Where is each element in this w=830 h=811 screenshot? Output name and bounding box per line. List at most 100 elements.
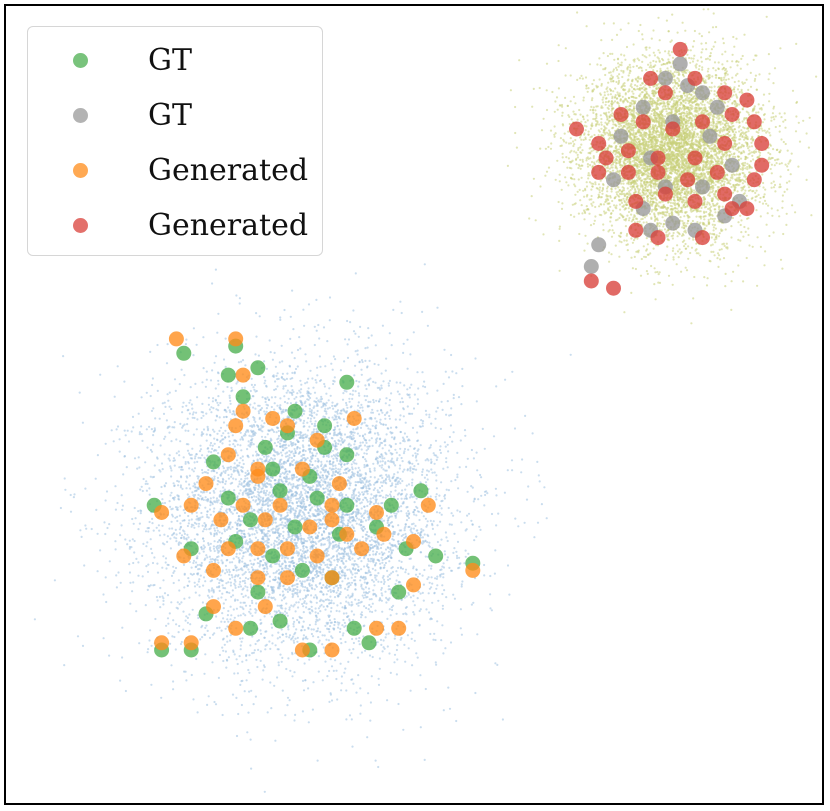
data-point — [250, 541, 266, 557]
legend-item-generated-orange: Generated — [28, 151, 322, 191]
data-point — [391, 620, 407, 636]
legend-swatch — [73, 108, 88, 123]
data-point — [354, 541, 370, 557]
data-point — [183, 635, 199, 651]
data-point — [657, 70, 673, 86]
data-point — [428, 548, 444, 564]
data-point — [280, 541, 295, 557]
data-point — [739, 201, 755, 217]
data-point — [346, 411, 362, 426]
data-point — [569, 121, 584, 137]
data-point — [406, 577, 421, 593]
data-point — [265, 548, 281, 564]
data-point — [383, 497, 399, 513]
legend-label: Generated — [148, 153, 309, 188]
data-point — [606, 172, 621, 188]
data-point — [272, 613, 288, 629]
plot-area: GT GT Generated Generated — [4, 4, 824, 805]
data-point — [695, 230, 710, 246]
data-point — [206, 454, 221, 470]
data-point — [294, 562, 310, 578]
data-point — [724, 201, 740, 217]
data-point — [620, 164, 636, 180]
data-point — [324, 570, 340, 586]
data-point — [339, 447, 355, 463]
data-point — [628, 222, 644, 238]
data-point — [606, 280, 621, 296]
data-point — [413, 483, 429, 499]
data-point — [709, 99, 725, 115]
legend-item-generated-red: Generated — [28, 206, 322, 246]
legend-label: Generated — [148, 208, 309, 243]
data-point — [598, 150, 614, 166]
legend-item-gt-gray: GT — [28, 96, 322, 136]
data-point — [154, 505, 170, 520]
data-point — [754, 157, 770, 173]
data-point — [257, 599, 273, 615]
scatter-plot — [33, 8, 821, 793]
data-point — [331, 476, 347, 492]
series-3 — [569, 41, 770, 296]
data-point — [324, 497, 340, 513]
data-point — [168, 331, 184, 347]
data-point — [687, 70, 703, 86]
data-point — [154, 635, 170, 651]
data-point — [339, 497, 355, 513]
data-point — [724, 107, 740, 122]
data-point — [206, 562, 221, 578]
data-point — [724, 157, 740, 173]
data-point — [346, 620, 362, 636]
data-point — [583, 259, 599, 274]
data-point — [228, 418, 244, 434]
data-point — [206, 599, 221, 615]
data-point — [272, 497, 288, 513]
data-point — [213, 512, 229, 528]
data-point — [280, 418, 295, 434]
data-point — [628, 193, 644, 209]
data-point — [665, 121, 681, 137]
data-point — [739, 92, 755, 108]
background-cloud-1 — [506, 8, 821, 325]
data-point — [672, 41, 688, 57]
legend: GT GT Generated Generated — [27, 26, 323, 256]
data-point — [420, 497, 436, 513]
legend-swatch — [73, 163, 88, 178]
data-point — [717, 186, 733, 202]
data-point — [235, 389, 251, 405]
data-point — [754, 136, 770, 151]
data-point — [272, 483, 288, 499]
background-cloud-0 — [33, 238, 572, 793]
data-point — [369, 620, 384, 636]
data-point — [339, 526, 355, 542]
data-point — [680, 172, 696, 188]
data-point — [176, 548, 192, 564]
series-2 — [154, 331, 481, 658]
data-point — [591, 237, 607, 253]
data-point — [250, 570, 266, 586]
data-point — [391, 584, 407, 600]
data-point — [220, 447, 236, 463]
data-point — [339, 374, 355, 390]
series-0 — [146, 338, 481, 658]
data-point — [220, 490, 236, 506]
legend-label: GT — [148, 43, 192, 78]
data-point — [657, 85, 673, 101]
data-point — [257, 512, 273, 528]
data-point — [695, 85, 710, 101]
data-point — [709, 164, 725, 180]
data-point — [302, 519, 318, 535]
data-point — [613, 107, 629, 122]
data-point — [687, 150, 703, 166]
legend-swatch — [73, 53, 88, 68]
data-point — [235, 403, 251, 419]
data-point — [746, 172, 762, 188]
data-point — [717, 85, 733, 101]
data-point — [324, 512, 340, 528]
legend-item-gt-green: GT — [28, 41, 322, 81]
data-point — [672, 56, 688, 72]
data-point — [591, 164, 607, 180]
data-point — [287, 403, 303, 419]
data-point — [228, 620, 244, 636]
data-point — [294, 461, 310, 477]
data-point — [220, 367, 236, 383]
